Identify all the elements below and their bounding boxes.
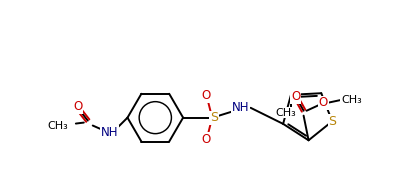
Text: O: O (319, 96, 328, 109)
Text: O: O (201, 89, 211, 102)
Text: NH: NH (101, 126, 118, 139)
Text: N: N (232, 101, 241, 114)
Text: S: S (210, 111, 218, 124)
Text: O: O (201, 133, 211, 146)
Text: CH₃: CH₃ (276, 108, 296, 118)
Text: NH: NH (232, 101, 250, 114)
Text: O: O (73, 100, 83, 113)
Text: CH₃: CH₃ (341, 95, 362, 105)
Text: CH₃: CH₃ (48, 121, 68, 131)
Text: S: S (328, 115, 336, 128)
Text: O: O (291, 90, 300, 103)
Text: H: H (239, 103, 247, 113)
